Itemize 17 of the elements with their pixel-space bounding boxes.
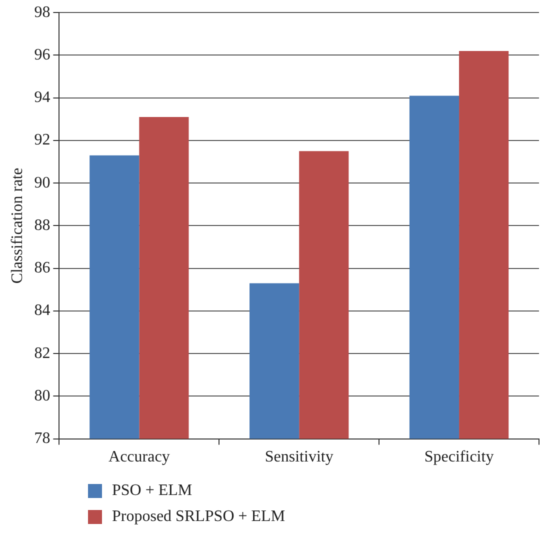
y-tick-label: 80: [34, 387, 50, 404]
y-axis-title: Classification rate: [8, 168, 26, 284]
x-tick-label: Specificity: [424, 448, 494, 466]
y-tick-label: 98: [34, 4, 50, 21]
x-tick-label: Accuracy: [108, 448, 170, 466]
y-tick-label: 78: [34, 430, 50, 448]
y-tick-label: 88: [34, 216, 50, 234]
y-tick-label: 84: [34, 302, 50, 320]
y-tick-label: 94: [34, 89, 50, 106]
y-tick-label: 90: [34, 174, 50, 192]
y-tick-label: 92: [34, 132, 50, 149]
legend-label: Proposed SRLPSO + ELM: [112, 508, 286, 526]
legend-label: PSO + ELM: [112, 482, 192, 500]
y-tick-label: 82: [34, 344, 50, 362]
x-tick-label: Sensitivity: [264, 448, 334, 466]
y-tick-label: 86: [34, 260, 50, 277]
y-tick-label: 96: [34, 46, 50, 64]
